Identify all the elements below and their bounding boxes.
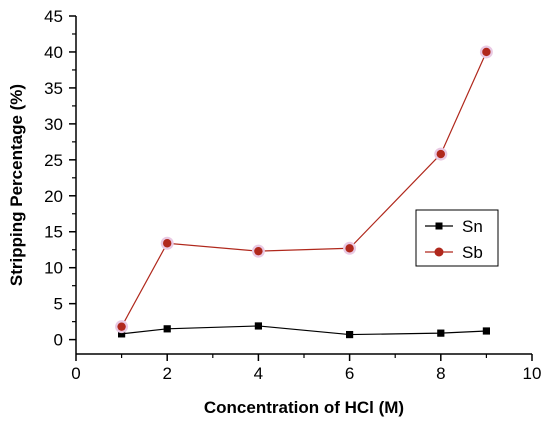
series-sb-point — [117, 322, 126, 331]
legend-sb-label: Sb — [462, 243, 483, 262]
series-sn — [118, 322, 490, 339]
y-tick-label: 20 — [44, 187, 63, 206]
series-sb-point — [436, 149, 445, 159]
series-sn-point — [118, 330, 126, 338]
legend-sn-square-marker — [435, 222, 443, 230]
x-axis-ticks: 0 2 4 6 8 10 — [71, 354, 541, 383]
x-tick-label: 0 — [71, 364, 80, 383]
series-sn-point — [437, 329, 445, 337]
series-sb — [115, 45, 493, 334]
series-sb-point — [163, 239, 172, 248]
y-axis-title: Stripping Percentage (%) — [7, 84, 26, 286]
x-tick-label: 10 — [523, 364, 542, 383]
x-tick-label: 4 — [254, 364, 263, 383]
series-sn-point — [163, 325, 171, 333]
x-axis-title: Concentration of HCl (M) — [204, 398, 404, 417]
series-sb-line — [121, 51, 487, 327]
legend-box — [415, 209, 499, 267]
series-sb-point — [482, 47, 491, 57]
y-tick-label: 5 — [54, 295, 63, 314]
legend-sn-label: Sn — [462, 217, 483, 236]
legend: Sn Sb — [415, 209, 499, 267]
series-layer — [115, 45, 493, 339]
x-tick-label: 6 — [345, 364, 354, 383]
series-sn-point — [346, 330, 354, 339]
series-sn-line — [121, 325, 487, 336]
series-sn-point — [482, 327, 490, 335]
x-tick-label: 8 — [436, 364, 445, 383]
y-tick-label: 10 — [44, 259, 63, 278]
series-sn-point — [254, 322, 262, 330]
series-sb-point — [254, 246, 263, 256]
axes — [75, 16, 532, 355]
y-tick-label: 15 — [44, 223, 63, 242]
y-tick-label: 25 — [44, 151, 63, 170]
legend-sb-circle-marker — [434, 247, 444, 257]
y-axis-ticks: 0 5 10 15 20 25 30 35 40 45 — [44, 7, 76, 350]
x-tick-label: 2 — [162, 364, 171, 383]
y-tick-label: 30 — [44, 115, 63, 134]
y-tick-label: 40 — [44, 43, 63, 62]
y-tick-label: 35 — [44, 79, 63, 98]
y-tick-label: 45 — [44, 7, 63, 26]
y-tick-label: 0 — [54, 331, 63, 350]
series-sb-point — [345, 244, 354, 253]
